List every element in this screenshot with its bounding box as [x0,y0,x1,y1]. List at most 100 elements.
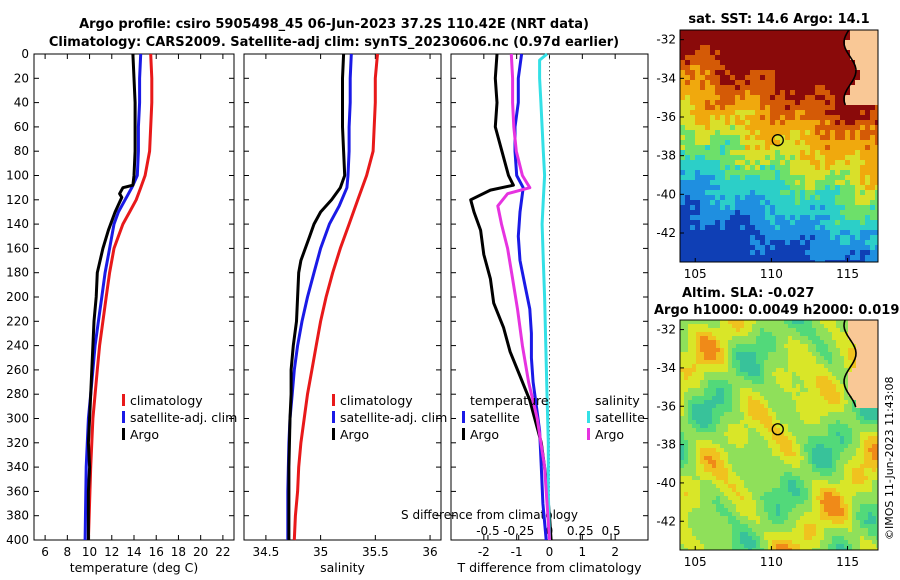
map-cell [710,145,715,150]
map-cell [740,460,744,464]
map-cell [700,472,704,476]
map-cell [755,115,760,120]
map-cell [744,348,748,352]
map-cell [696,456,700,460]
map-cell [832,420,836,424]
map-cell [835,130,840,135]
map-cell [780,105,785,110]
map-cell [816,332,820,336]
map-cell [812,412,816,416]
y-tick-label: 140 [6,217,29,231]
map-cell [765,140,770,145]
map-cell [864,448,868,452]
map-cell [780,240,785,245]
map-cell [830,105,835,110]
map-cell [876,516,878,520]
map-cell [868,416,872,420]
map-cell [685,190,690,195]
map-cell [704,340,708,344]
map-cell [840,80,845,85]
map-cell [805,65,810,70]
map-cell [732,416,736,420]
map-cell [760,476,764,480]
map-cell [728,456,732,460]
map-cell [730,120,735,125]
map-cell [712,328,716,332]
map-cell [828,400,832,404]
map-cell [680,40,685,45]
map-cell [848,424,852,428]
map-cell [744,536,748,540]
map-cell [828,416,832,420]
map-cell [876,484,878,488]
map-cell [860,448,864,452]
map-cell [868,344,872,348]
map-cell [725,75,730,80]
map-cell [720,448,724,452]
map-cell [805,200,810,205]
map-cell [680,195,685,200]
map-cell [800,492,804,496]
map-cell [750,115,755,120]
map-cell [832,348,836,352]
map-cell [872,348,876,352]
map-cell [720,80,725,85]
map-cell [810,150,815,155]
map-cell [765,255,770,260]
map-cell [756,384,760,388]
map-cell [748,340,752,344]
map-cell [750,90,755,95]
map-cell [755,125,760,130]
map-cell [710,195,715,200]
map-cell [770,85,775,90]
map-cell [840,328,844,332]
map-cell [750,165,755,170]
map-cell [816,404,820,408]
map-cell [848,512,852,516]
map-cell [720,55,725,60]
map-cell [776,436,780,440]
map-cell [828,360,832,364]
map-cell [805,35,810,40]
map-cell [720,380,724,384]
map-cell [820,448,824,452]
map-cell [764,456,768,460]
map-cell [852,428,856,432]
map-cell [830,140,835,145]
map-cell [705,120,710,125]
map-cell [725,60,730,65]
map-cell [748,512,752,516]
map-cell [872,324,876,328]
map-cell [868,324,872,328]
map-cell [824,404,828,408]
map-cell [750,70,755,75]
map-cell [876,416,878,420]
map-cell [712,416,716,420]
map-cell [825,235,830,240]
map-cell [724,396,728,400]
map-cell [832,448,836,452]
map-cell [864,500,868,504]
map-cell [700,384,704,388]
map-cell [728,464,732,468]
map-cell [740,155,745,160]
map-cell [820,496,824,500]
map-cell [792,488,796,492]
map-cell [752,436,756,440]
map-cell [780,90,785,95]
map-cell [796,344,800,348]
map-cell [816,484,820,488]
map-cell [772,396,776,400]
map-cell [695,200,700,205]
map-cell [830,135,835,140]
map-cell [688,368,692,372]
map-cell [852,408,856,412]
map-cell [815,70,820,75]
map-cell [875,70,878,75]
map-cell [744,404,748,408]
map-cell [860,55,865,60]
map-cell [832,520,836,524]
map-cell [844,492,848,496]
map-cell [756,332,760,336]
map-cell [825,215,830,220]
